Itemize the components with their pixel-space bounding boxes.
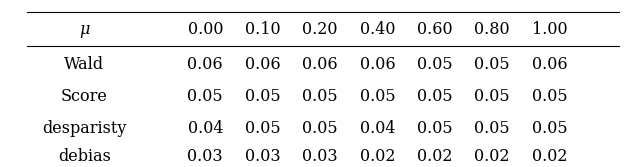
Text: 0.06: 0.06 xyxy=(188,56,223,73)
Text: 0.06: 0.06 xyxy=(360,56,395,73)
Text: 0.60: 0.60 xyxy=(417,21,452,38)
Text: 0.05: 0.05 xyxy=(302,120,338,137)
Text: 0.05: 0.05 xyxy=(188,88,223,105)
Text: 0.04: 0.04 xyxy=(360,120,395,137)
Text: 0.05: 0.05 xyxy=(532,88,567,105)
Text: 0.05: 0.05 xyxy=(474,88,510,105)
Text: desparisty: desparisty xyxy=(42,120,127,137)
Text: 0.06: 0.06 xyxy=(532,56,567,73)
Text: 0.02: 0.02 xyxy=(474,148,510,165)
Text: 0.05: 0.05 xyxy=(417,120,452,137)
Text: 0.05: 0.05 xyxy=(417,88,452,105)
Text: 0.06: 0.06 xyxy=(245,56,280,73)
Text: 0.02: 0.02 xyxy=(417,148,452,165)
Text: 0.04: 0.04 xyxy=(188,120,223,137)
Text: 0.03: 0.03 xyxy=(302,148,338,165)
Text: 0.05: 0.05 xyxy=(360,88,395,105)
Text: 0.05: 0.05 xyxy=(474,120,510,137)
Text: debias: debias xyxy=(58,148,111,165)
Text: 0.05: 0.05 xyxy=(245,88,280,105)
Text: 0.80: 0.80 xyxy=(474,21,510,38)
Text: Score: Score xyxy=(61,88,108,105)
Text: 0.02: 0.02 xyxy=(532,148,567,165)
Text: 0.20: 0.20 xyxy=(302,21,338,38)
Text: 0.40: 0.40 xyxy=(360,21,395,38)
Text: 0.03: 0.03 xyxy=(245,148,280,165)
Text: 0.05: 0.05 xyxy=(302,88,338,105)
Text: 0.06: 0.06 xyxy=(302,56,338,73)
Text: 0.05: 0.05 xyxy=(532,120,567,137)
Text: 0.03: 0.03 xyxy=(188,148,223,165)
Text: 0.10: 0.10 xyxy=(245,21,280,38)
Text: 0.05: 0.05 xyxy=(245,120,280,137)
Text: 0.00: 0.00 xyxy=(188,21,223,38)
Text: μ: μ xyxy=(79,21,90,38)
Text: 0.05: 0.05 xyxy=(417,56,452,73)
Text: Wald: Wald xyxy=(64,56,104,73)
Text: 1.00: 1.00 xyxy=(532,21,567,38)
Text: 0.05: 0.05 xyxy=(474,56,510,73)
Text: 0.02: 0.02 xyxy=(360,148,395,165)
